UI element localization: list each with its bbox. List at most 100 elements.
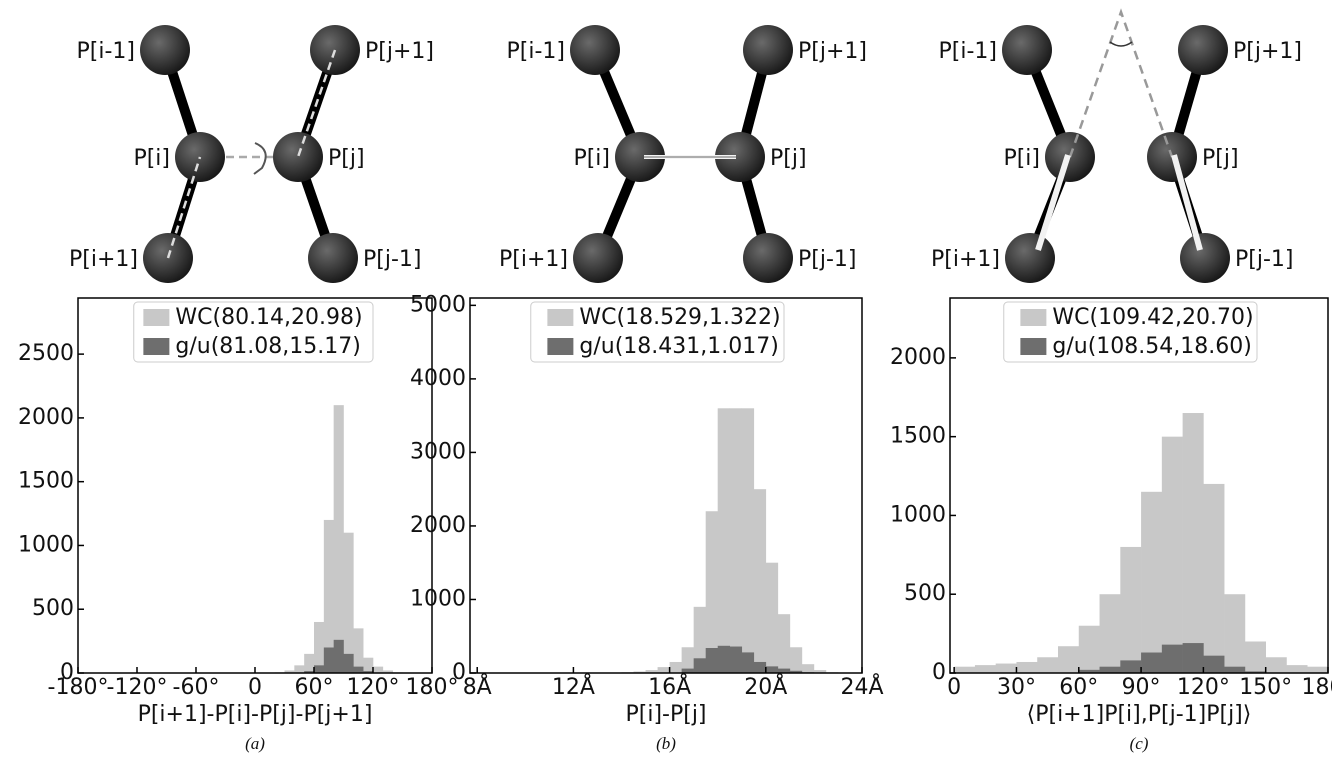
histogram-bar (717, 645, 731, 673)
atom-label: P[i] (573, 146, 610, 171)
y-tick-label: 2500 (18, 341, 74, 366)
histogram-bar (353, 628, 364, 673)
atom-label: P[j] (1202, 146, 1239, 171)
angle-arc (1109, 41, 1133, 47)
legend-label: WC(18.529,1.322) (579, 305, 780, 330)
histogram-bar (1141, 491, 1163, 673)
x-tick-label: 30° (997, 675, 1036, 700)
atom-label: P[i-1] (77, 39, 135, 64)
histogram-bar (1224, 666, 1246, 673)
histogram-bar (1203, 483, 1225, 673)
histogram-bar (323, 647, 334, 673)
histogram-bar (995, 663, 1017, 673)
histogram-bar (753, 661, 767, 673)
plot-frame (949, 297, 1329, 674)
histogram-bar (343, 532, 354, 673)
y-tick-label: 0 (60, 660, 74, 685)
histogram-bar (657, 667, 670, 673)
y-tick-label: 1000 (890, 502, 946, 527)
y-tick-label: 500 (32, 596, 74, 621)
x-tick-label: 180° (1302, 675, 1332, 700)
histogram-bar (1244, 671, 1266, 673)
x-tick-label: -60° (173, 675, 220, 700)
atom-label: P[i+1] (931, 247, 1000, 272)
atom-label: P[j] (770, 146, 807, 171)
legend: WC(109.42,20.70) g/u(108.54,18.60) (1003, 301, 1258, 363)
atom (140, 25, 190, 75)
histogram-bar (1120, 660, 1142, 673)
x-tick-label: -120° (107, 675, 168, 700)
histogram-bar (813, 670, 827, 673)
legend-box (1003, 301, 1258, 363)
caption: (c) (1130, 734, 1149, 753)
atom-label: P[i] (1003, 146, 1040, 171)
x-tick-label: 24Å (840, 673, 883, 700)
dashed-bond (296, 49, 337, 158)
legend-swatch (143, 309, 170, 326)
x-tick-label: 120° (1177, 675, 1230, 700)
histogram-bar (294, 665, 305, 673)
histogram-bar (705, 648, 719, 673)
legend-box (530, 301, 785, 363)
histogram-bar (777, 668, 791, 673)
x-tick-label: 180° (406, 675, 459, 700)
histogram-bar (1078, 669, 1100, 673)
histogram-bar (1203, 655, 1225, 673)
atom-label: P[i-1] (939, 39, 997, 64)
y-tick-label: 1500 (890, 424, 946, 449)
histogram-bar (382, 670, 393, 673)
x-axis-label: ⟨P[i+1]P[i],P[j-1]P[j]⟩ (1027, 702, 1252, 727)
legend-swatch (143, 338, 170, 355)
histogram-bar (765, 666, 779, 673)
x-tick-label: -180° (48, 675, 109, 700)
histogram-bar (741, 408, 755, 673)
legend-swatch (547, 338, 574, 355)
histogram-bar (729, 408, 743, 673)
histogram-bar (363, 657, 374, 673)
legend-label: g/u(18.431,1.017) (579, 334, 778, 359)
histogram-bar (789, 670, 803, 673)
x-tick-label: 20Å (744, 673, 787, 700)
atom-label: P[i-1] (507, 39, 565, 64)
histogram-bar (801, 664, 815, 673)
x-tick-label: 150° (1239, 675, 1292, 700)
atom (615, 132, 665, 182)
legend-label: WC(109.42,20.70) (1052, 305, 1253, 330)
x-tick-label: 60° (1059, 675, 1098, 700)
atom (1180, 233, 1230, 283)
x-tick-label: 12Å (552, 673, 595, 700)
y-tick-label: 1500 (18, 469, 74, 494)
legend-label: g/u(81.08,15.17) (175, 334, 360, 359)
histogram-bar (669, 661, 682, 673)
atom-label: P[j+1] (798, 39, 867, 64)
histogram-bar (753, 489, 767, 673)
y-tick-label: 1000 (18, 532, 74, 557)
histogram-bar (1058, 646, 1080, 673)
y-tick-label: 1000 (410, 586, 466, 611)
y-tick-label: 0 (932, 660, 946, 685)
legend: WC(80.14,20.98) g/u(81.08,15.17) (133, 301, 374, 363)
histogram-bar (681, 668, 694, 673)
histogram-bar (717, 408, 731, 673)
x-axis-label: P[i]-P[j] (625, 702, 706, 727)
atom-label: P[j] (328, 146, 365, 171)
caption: (b) (656, 734, 676, 753)
histogram-bar (765, 562, 779, 673)
rotation-arrow (253, 142, 267, 175)
histogram-bar (343, 653, 354, 673)
legend: WC(18.529,1.322) g/u(18.431,1.017) (530, 301, 785, 363)
histogram-bar (1141, 652, 1163, 673)
y-tick-label: 5000 (410, 292, 466, 317)
legend-swatch (1020, 338, 1047, 355)
histogram-bar (333, 405, 344, 673)
x-axis-label: P[i+1]-P[i]-P[j]-P[j+1] (138, 702, 373, 727)
histogram-bar (1286, 665, 1308, 673)
histogram-bar (681, 647, 694, 673)
atom-label: P[i] (133, 146, 170, 171)
histogram-bar (1099, 666, 1121, 673)
atom-label: P[j+1] (365, 39, 434, 64)
atom (743, 25, 793, 75)
x-tick-label: 8Å (463, 673, 492, 700)
atom (308, 233, 358, 283)
legend-swatch (1020, 309, 1047, 326)
